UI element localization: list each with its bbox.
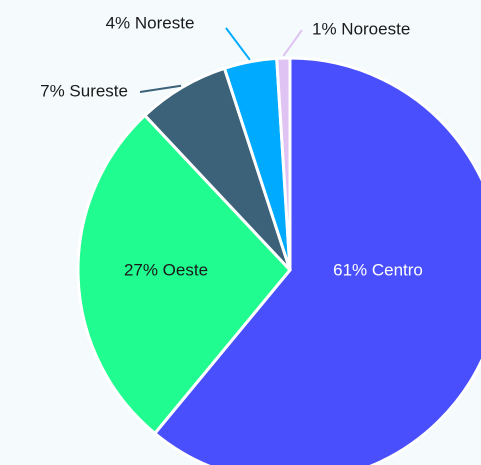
pie-slice: [275, 56, 292, 271]
slice-label: 61% Centro: [333, 260, 423, 279]
pie-slice: [152, 56, 481, 465]
slice-label: 7% Sureste: [40, 81, 128, 100]
slice-label: 27% Oeste: [124, 260, 208, 279]
leader-line: [282, 29, 303, 57]
pie-slice: [76, 113, 292, 436]
leader-line: [225, 27, 251, 61]
slice-label: 1% Noroeste: [312, 19, 410, 38]
leader-line: [139, 84, 182, 93]
slice-label: 4% Noreste: [106, 13, 195, 32]
